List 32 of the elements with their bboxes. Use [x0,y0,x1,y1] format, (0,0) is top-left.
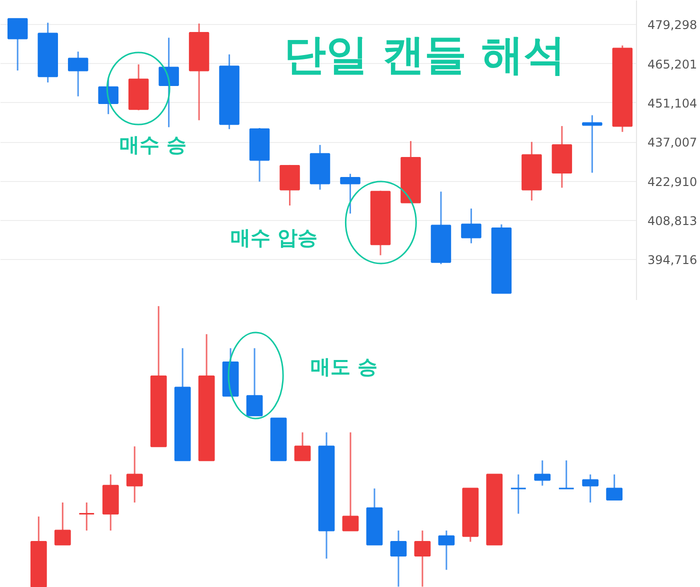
y-tick-label: 408,813 [648,214,698,228]
candlestick [68,50,88,98]
text: 단일 캔들 해석 [284,30,566,79]
candlestick [414,530,431,587]
candlestick [158,36,179,128]
candlestick [342,432,359,532]
y-tick-label: 451,104 [648,96,698,110]
candlestick [390,530,407,587]
y-tick-label: 437,007 [648,136,698,150]
candlestick [558,460,575,490]
annotation: 매수 압승 [230,226,318,250]
candlestick [7,18,28,72]
candlestick [246,347,263,416]
candlestick [510,474,527,514]
candlestick [461,208,482,244]
candlestick [126,446,143,504]
y-tick-label: 394,716 [648,253,698,268]
candlestick [582,114,602,174]
y-tick-label: 422,910 [648,174,698,189]
candlestick [280,164,300,206]
candlestick [340,173,360,214]
candlestick [534,460,551,486]
candlestick [294,432,311,462]
annotation: 매수 승 [120,132,187,156]
annotation: 매도 승 [310,354,378,379]
candlestick [78,502,95,532]
y-tick-label: 465,201 [648,57,698,72]
candlestick [54,502,71,546]
candlestick [606,474,623,500]
candlestick [582,474,599,504]
candlestick [438,530,455,571]
y-tick-label: 479,298 [648,18,698,32]
